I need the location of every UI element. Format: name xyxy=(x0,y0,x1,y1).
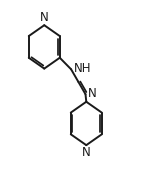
Text: NH: NH xyxy=(74,62,91,75)
Text: N: N xyxy=(40,11,49,24)
Text: N: N xyxy=(82,146,91,159)
Text: N: N xyxy=(88,87,97,100)
